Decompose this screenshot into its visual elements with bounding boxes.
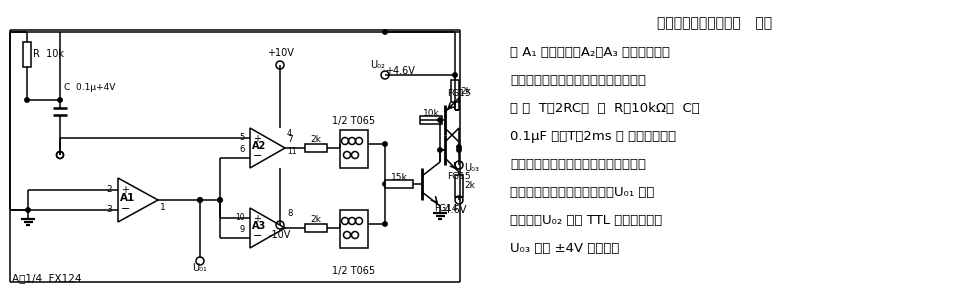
Text: 4: 4 (287, 128, 292, 137)
Text: −: − (121, 204, 130, 214)
Text: 9: 9 (239, 226, 245, 235)
Text: 1/2 T065: 1/2 T065 (332, 266, 375, 276)
Text: 1/2 T065: 1/2 T065 (332, 116, 375, 126)
Text: C  0.1μ+4V: C 0.1μ+4V (64, 83, 116, 92)
Text: +: + (121, 185, 129, 195)
Text: 2: 2 (106, 184, 112, 193)
Text: 8: 8 (287, 209, 292, 218)
Text: 6: 6 (239, 145, 245, 154)
Text: +: + (253, 134, 261, 144)
Text: +4.6V: +4.6V (385, 66, 415, 76)
Text: 10: 10 (235, 213, 245, 223)
Text: 5: 5 (239, 134, 245, 142)
Text: U₀₃: U₀₃ (464, 163, 479, 173)
Text: 2k: 2k (311, 136, 321, 145)
Text: 1: 1 (160, 204, 166, 212)
Circle shape (218, 198, 222, 202)
Text: 11: 11 (287, 148, 296, 156)
Circle shape (218, 198, 222, 202)
Text: 15k: 15k (391, 173, 407, 181)
Text: A：1/4  FX124: A：1/4 FX124 (12, 273, 81, 283)
Text: −: − (253, 151, 262, 161)
Bar (385, 180, 413, 188)
Text: 出接至触发器和电平转换电路。三角波: 出接至触发器和电平转换电路。三角波 (510, 74, 646, 87)
Bar (340, 130, 368, 168)
Bar (23, 42, 31, 67)
Text: 10k: 10k (423, 108, 439, 117)
Circle shape (383, 222, 387, 226)
Text: U₀₃ 输出 ±4V 的方波。: U₀₃ 输出 ±4V 的方波。 (510, 242, 620, 255)
Text: U₀₁: U₀₁ (192, 263, 207, 273)
Bar (451, 80, 459, 102)
Text: R  10k: R 10k (33, 49, 64, 59)
Text: U₀₂: U₀₂ (370, 60, 385, 70)
Text: 三角波，U₀₂ 输出 TTL 电平矩形波，: 三角波，U₀₂ 输出 TTL 电平矩形波， (510, 214, 662, 227)
Bar (340, 210, 368, 248)
Bar (455, 175, 463, 197)
Text: 2k: 2k (311, 215, 321, 224)
Text: 周 期  T＝2RC，  当  R＝10kΩ，  C＝: 周 期 T＝2RC， 当 R＝10kΩ， C＝ (510, 102, 700, 115)
Text: 7: 7 (287, 136, 292, 145)
Circle shape (25, 98, 29, 102)
Text: 2k: 2k (464, 181, 475, 190)
Circle shape (456, 145, 461, 149)
Text: -10V: -10V (269, 230, 291, 240)
Circle shape (456, 148, 461, 152)
Text: +10V: +10V (266, 48, 293, 58)
Text: FG15: FG15 (447, 172, 471, 181)
Text: 3: 3 (106, 204, 112, 213)
Text: 零，输出电平恒定。改变三角波周期只: 零，输出电平恒定。改变三角波周期只 (510, 158, 646, 171)
Text: −: − (253, 231, 262, 241)
Bar (305, 144, 327, 152)
Circle shape (26, 208, 30, 212)
Circle shape (198, 198, 203, 202)
Text: 2k: 2k (460, 86, 471, 95)
Bar (305, 224, 327, 232)
Circle shape (58, 98, 62, 102)
Text: A1: A1 (121, 193, 136, 203)
Text: -4.6V: -4.6V (441, 205, 467, 215)
Circle shape (438, 148, 442, 152)
Circle shape (198, 198, 203, 202)
Circle shape (383, 142, 387, 146)
Text: A2: A2 (252, 141, 266, 151)
Text: 需要改变积分器的时间常数。U₀₁ 输出: 需要改变积分器的时间常数。U₀₁ 输出 (510, 186, 654, 199)
Text: +: + (253, 214, 261, 224)
Text: 精密限幅三角波发生器   电路: 精密限幅三角波发生器 电路 (657, 16, 773, 30)
Bar (420, 116, 442, 124)
Circle shape (438, 118, 442, 122)
Circle shape (383, 30, 387, 34)
Text: A3: A3 (252, 221, 266, 231)
Circle shape (383, 182, 387, 186)
Text: 中 A₁ 为积分器，A₂、A₃ 为限幅器。输: 中 A₁ 为积分器，A₂、A₃ 为限幅器。输 (510, 46, 670, 59)
Text: FG14: FG14 (434, 204, 457, 213)
Text: FG15: FG15 (447, 89, 471, 98)
Text: 0.1μF 时，T＝2ms ； 该电路不必调: 0.1μF 时，T＝2ms ； 该电路不必调 (510, 130, 676, 143)
Circle shape (453, 73, 457, 77)
